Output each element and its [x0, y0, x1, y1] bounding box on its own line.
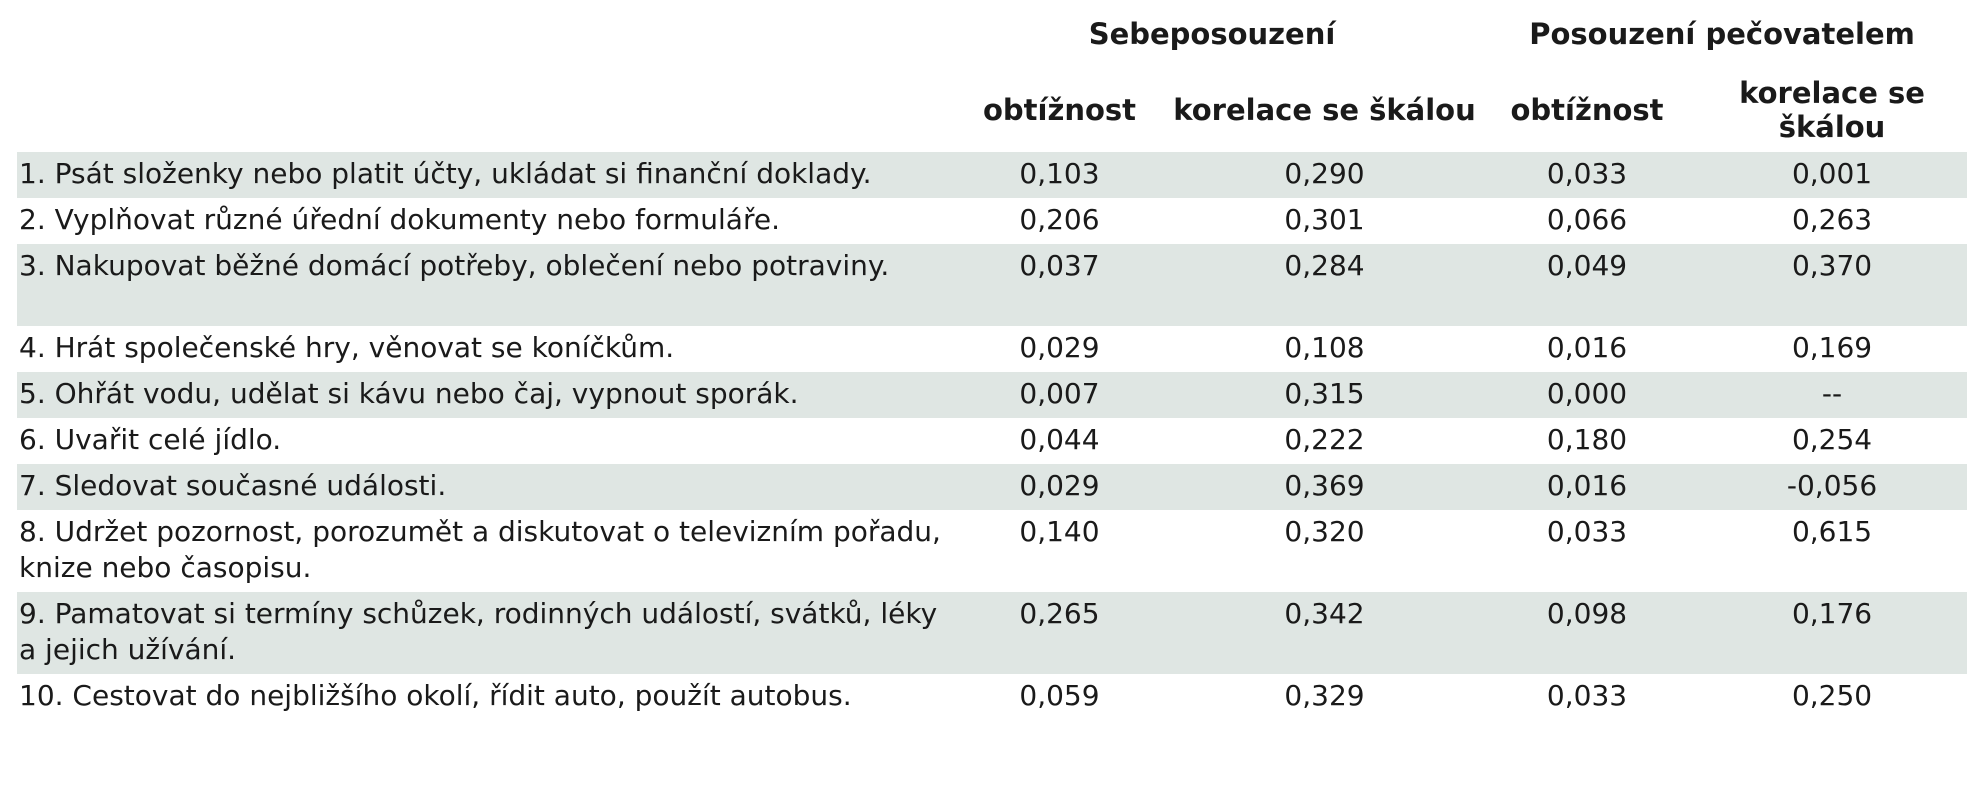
caregiver-correlation-cell: 0,001 — [1697, 152, 1968, 198]
caregiver-correlation-cell: -0,056 — [1697, 464, 1968, 510]
table-row: 3. Nakupovat běžné domácí potřeby, obleč… — [17, 244, 1968, 326]
item-text: 7. Sledovat současné události. — [17, 464, 947, 510]
caregiver-correlation-cell: 0,254 — [1791, 423, 1873, 456]
table-row: 7. Sledovat současné události. 0,029 0,3… — [17, 464, 1968, 510]
item-text: 9. Pamatovat si termíny schůzek, rodinný… — [17, 592, 947, 674]
self-difficulty-cell: 0,007 — [947, 372, 1172, 418]
self-difficulty-cell: 0,103 — [947, 152, 1172, 198]
caregiver-correlation-cell: -- — [1697, 372, 1968, 418]
self-correlation-cell: 0,108 — [1284, 331, 1365, 364]
header-item-empty — [17, 68, 947, 152]
table-header: Sebeposouzení Posouzení pečovatelem obtí… — [17, 0, 1967, 152]
table-container: Sebeposouzení Posouzení pečovatelem obtí… — [17, 0, 1968, 720]
self-difficulty-cell: 0,140 — [1019, 515, 1100, 548]
item-text: 10. Cestovat do nejbližšího okolí, řídit… — [19, 679, 852, 712]
caregiver-difficulty-cell: 0,016 — [1477, 464, 1698, 510]
item-text: 6. Uvařit celé jídlo. — [19, 423, 282, 456]
self-difficulty-cell: 0,029 — [1019, 331, 1100, 364]
caregiver-correlation-cell: 0,250 — [1791, 679, 1873, 712]
item-text: 3. Nakupovat běžné domácí potřeby, obleč… — [17, 244, 947, 326]
self-correlation-cell: 0,369 — [1172, 464, 1478, 510]
item-text: 2. Vyplňovat různé úřední dokumenty nebo… — [19, 203, 780, 236]
caregiver-difficulty-cell: 0,180 — [1546, 423, 1628, 456]
self-correlation-cell: 0,342 — [1172, 592, 1478, 674]
table-row: 9. Pamatovat si termíny schůzek, rodinný… — [17, 592, 1968, 674]
table-row: 10. Cestovat do nejbližšího okolí, řídit… — [17, 674, 1967, 720]
self-correlation-cell: 0,315 — [1172, 372, 1478, 418]
caregiver-difficulty-cell: 0,000 — [1477, 372, 1698, 418]
item-text: 5. Ohřát vodu, udělat si kávu nebo čaj, … — [17, 372, 947, 418]
self-difficulty-cell: 0,206 — [1019, 203, 1100, 236]
self-correlation-cell: 0,290 — [1172, 152, 1478, 198]
item-text: 8. Udržet pozornost, porozumět a diskuto… — [19, 515, 941, 584]
header-sub-row: obtížnost korelace se škálou obtížnost k… — [17, 68, 1967, 152]
self-difficulty-cell: 0,037 — [947, 244, 1172, 326]
self-correlation-cell: 0,320 — [1284, 515, 1365, 548]
table-row: 4. Hrát společenské hry, věnovat se koní… — [17, 326, 1967, 372]
caregiver-correlation-cell: 0,176 — [1697, 592, 1968, 674]
header-correlation-caregiver: korelace se škálou — [1739, 76, 1925, 144]
self-difficulty-cell: 0,265 — [947, 592, 1172, 674]
header-empty — [17, 0, 947, 68]
table-row: 1. Psát složenky nebo platit účty, uklád… — [17, 152, 1968, 198]
caregiver-difficulty-cell: 0,033 — [1477, 152, 1698, 198]
self-difficulty-cell: 0,029 — [947, 464, 1172, 510]
header-difficulty-self: obtížnost — [982, 93, 1137, 127]
self-difficulty-cell: 0,044 — [1019, 423, 1100, 456]
caregiver-difficulty-cell: 0,016 — [1546, 331, 1628, 364]
item-text: 4. Hrát společenské hry, věnovat se koní… — [19, 331, 675, 364]
caregiver-correlation-cell: 0,615 — [1791, 515, 1873, 548]
header-correlation-self: korelace se škálou — [1173, 93, 1476, 127]
table-row: 8. Udržet pozornost, porozumět a diskuto… — [17, 510, 1967, 592]
caregiver-difficulty-cell: 0,033 — [1546, 679, 1628, 712]
self-correlation-cell: 0,284 — [1172, 244, 1478, 326]
caregiver-difficulty-cell: 0,066 — [1546, 203, 1628, 236]
self-correlation-cell: 0,222 — [1284, 423, 1365, 456]
caregiver-correlation-cell: 0,169 — [1791, 331, 1873, 364]
caregiver-difficulty-cell: 0,049 — [1477, 244, 1698, 326]
header-group-self: Sebeposouzení — [1088, 17, 1336, 51]
self-correlation-cell: 0,301 — [1284, 203, 1365, 236]
caregiver-difficulty-cell: 0,033 — [1546, 515, 1628, 548]
caregiver-correlation-cell: 0,263 — [1791, 203, 1873, 236]
caregiver-correlation-cell: 0,370 — [1697, 244, 1968, 326]
self-correlation-cell: 0,329 — [1284, 679, 1365, 712]
header-difficulty-caregiver: obtížnost — [1510, 93, 1664, 127]
table-row: 2. Vyplňovat různé úřední dokumenty nebo… — [17, 198, 1967, 244]
table-row: 5. Ohřát vodu, udělat si kávu nebo čaj, … — [17, 372, 1968, 418]
self-difficulty-cell: 0,059 — [1019, 679, 1100, 712]
caregiver-difficulty-cell: 0,098 — [1477, 592, 1698, 674]
table-row: 6. Uvařit celé jídlo. 0,044 0,222 0,180 … — [17, 418, 1967, 464]
item-text: 1. Psát složenky nebo platit účty, uklád… — [17, 152, 947, 198]
data-table: Sebeposouzení Posouzení pečovatelem obtí… — [17, 0, 1968, 720]
header-group-caregiver: Posouzení pečovatelem — [1529, 17, 1915, 51]
table-body: 1. Psát složenky nebo platit účty, uklád… — [17, 152, 1968, 720]
header-group-row: Sebeposouzení Posouzení pečovatelem — [17, 0, 1967, 68]
